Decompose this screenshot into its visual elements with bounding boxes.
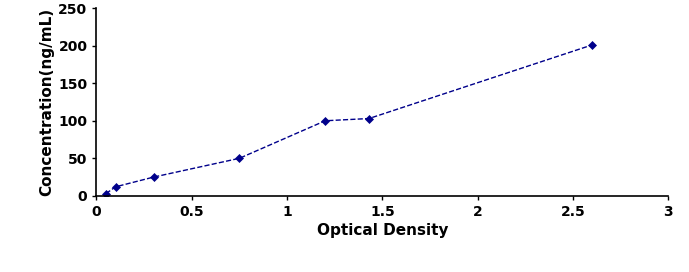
X-axis label: Optical Density: Optical Density <box>317 223 448 238</box>
Y-axis label: Concentration(ng/mL): Concentration(ng/mL) <box>39 8 54 196</box>
